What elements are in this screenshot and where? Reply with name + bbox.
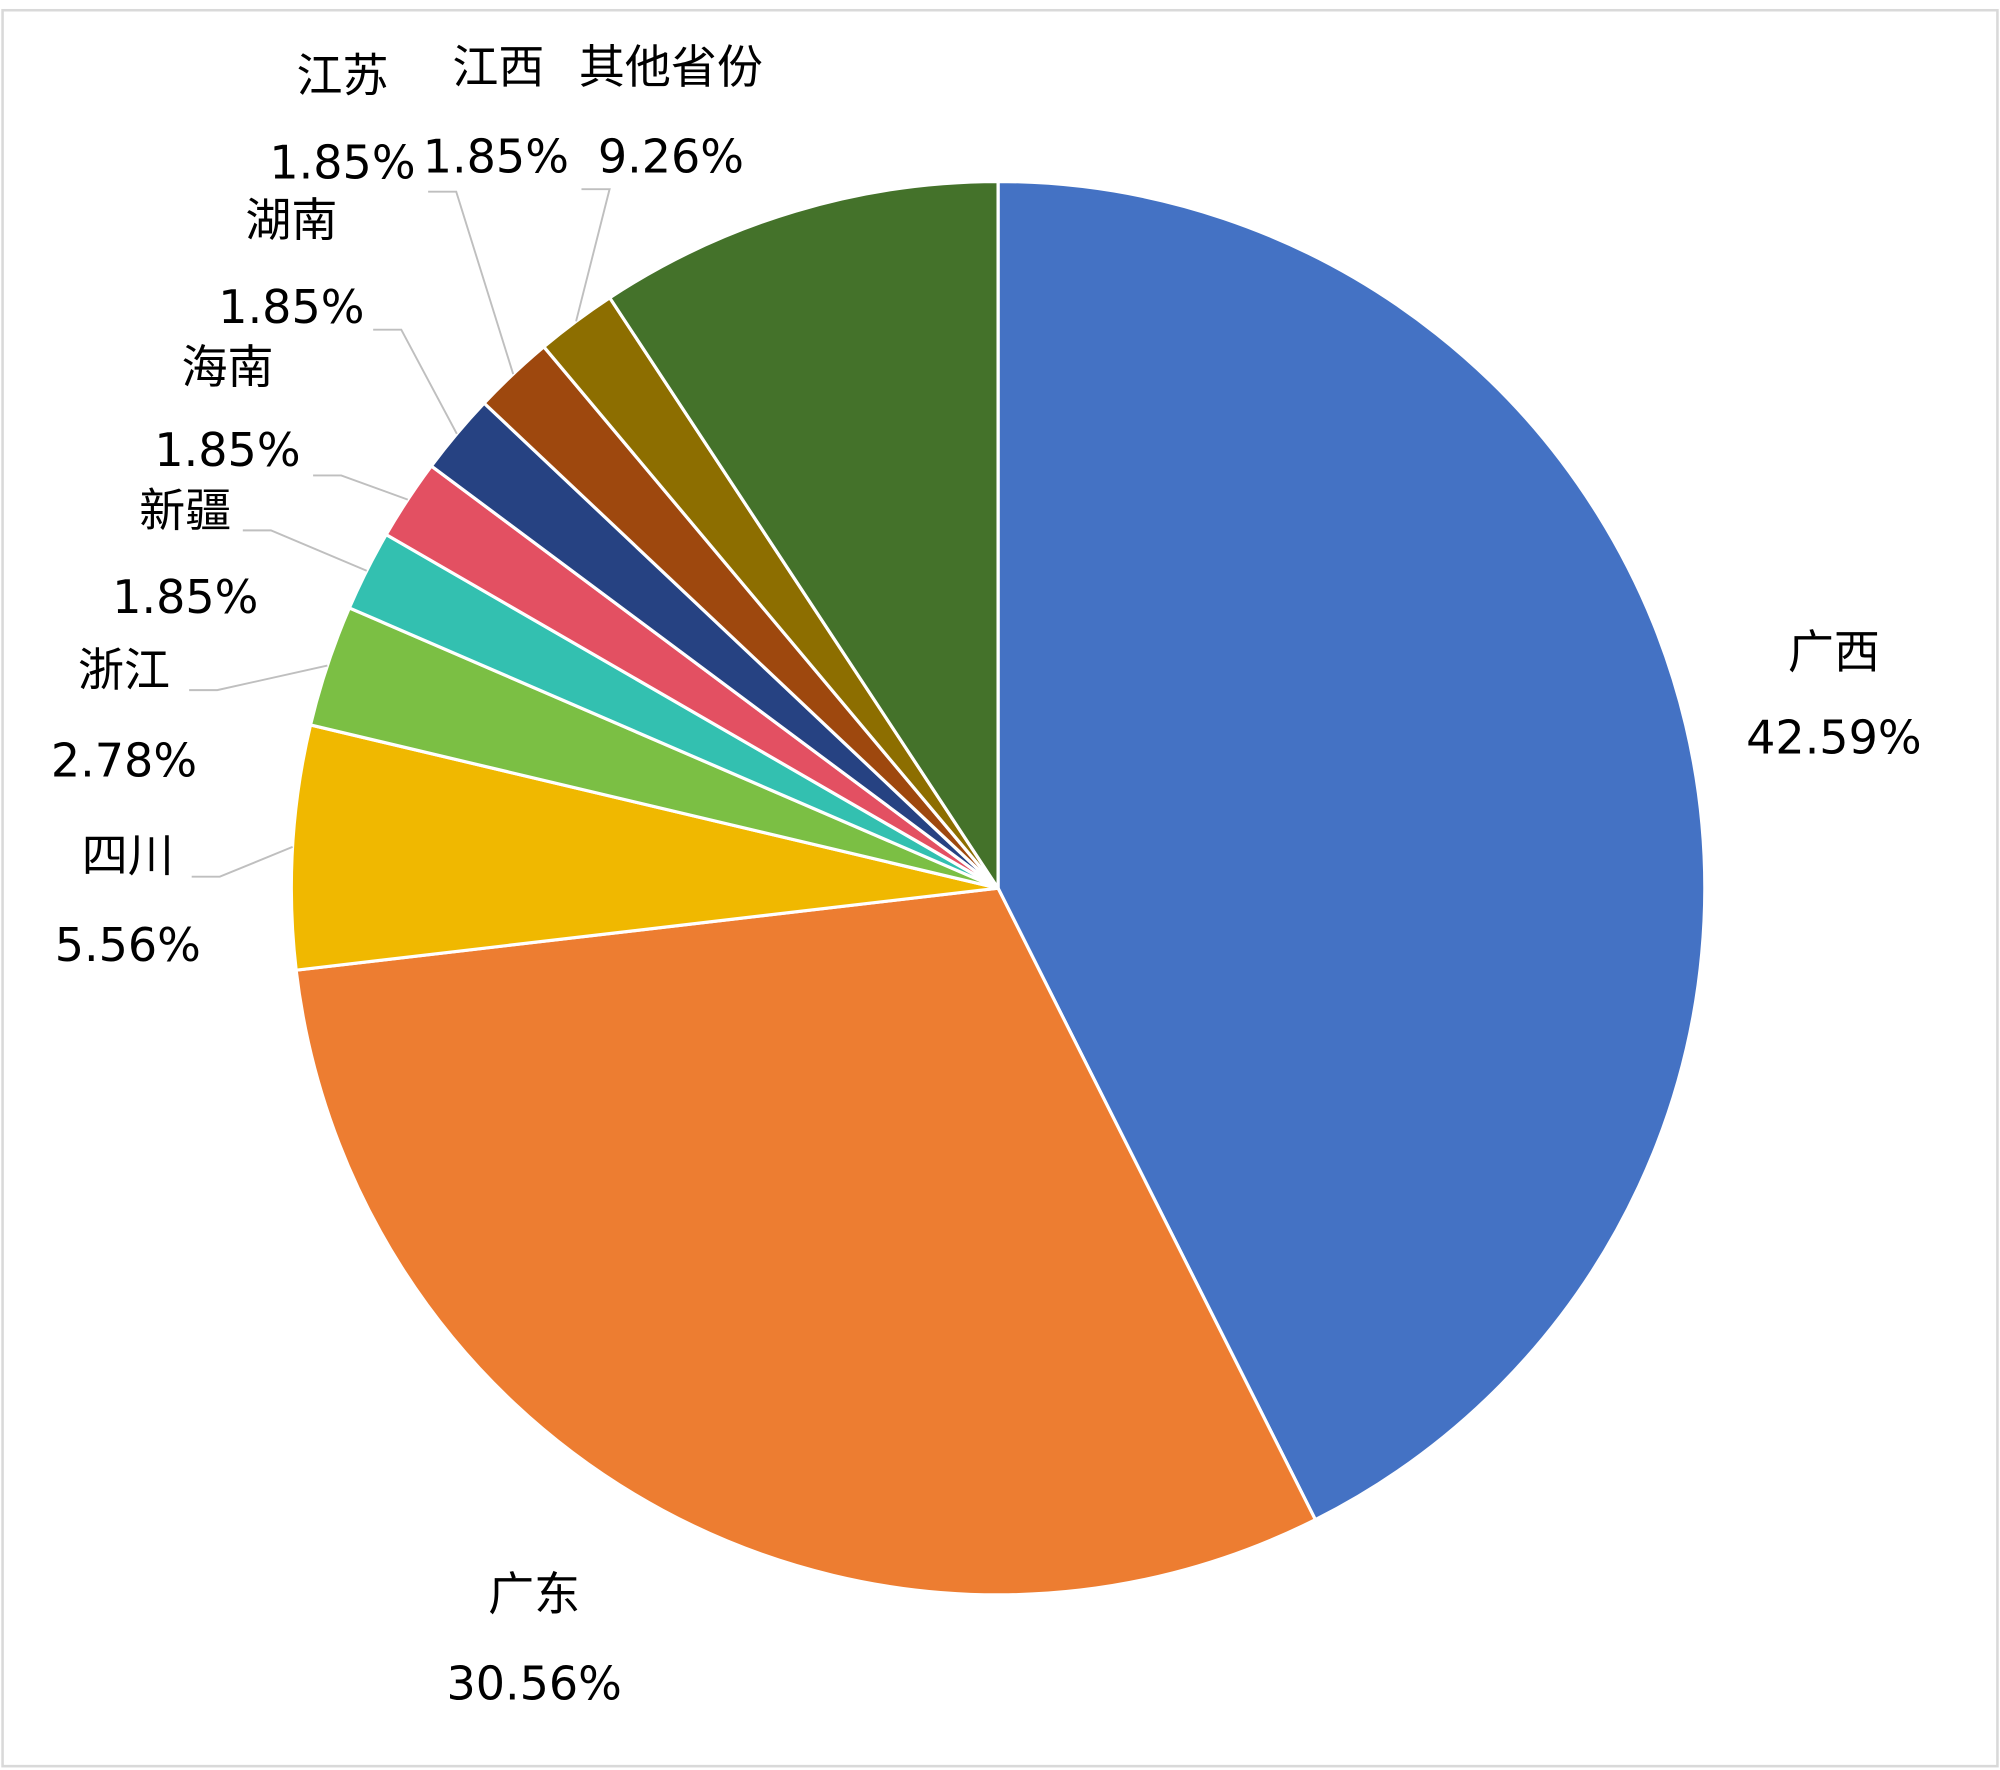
value-label: 1.85% — [269, 136, 415, 190]
pie-slice — [294, 886, 1318, 1597]
value-label: 1.85% — [218, 280, 364, 334]
category-label: 广东 — [488, 1567, 580, 1621]
leader-line — [428, 190, 515, 375]
leader-line — [242, 529, 368, 572]
value-label: 5.56% — [55, 918, 201, 972]
value-label: 2.78% — [51, 734, 197, 788]
value-label: 1.85% — [154, 423, 300, 477]
category-label: 广西 — [1788, 625, 1880, 679]
category-label: 新疆 — [139, 483, 231, 537]
value-label: 1.85% — [423, 129, 569, 183]
category-label: 四川 — [82, 828, 174, 882]
category-label: 湖南 — [245, 193, 337, 247]
leader-line — [189, 664, 328, 692]
leader-line — [575, 188, 611, 322]
category-label: 其他省份 — [579, 40, 763, 94]
leader-line — [313, 474, 409, 501]
pie-slice — [289, 723, 999, 972]
category-label: 浙江 — [78, 643, 170, 697]
category-label: 江苏 — [296, 49, 388, 103]
leader-line — [191, 846, 293, 878]
value-label: 9.26% — [598, 129, 744, 183]
category-label: 江西 — [452, 40, 544, 94]
category-label: 海南 — [181, 340, 273, 394]
pie-slice — [996, 179, 1707, 1522]
pie-slice — [607, 179, 1000, 894]
value-label: 30.56% — [446, 1656, 621, 1710]
value-label: 42.59% — [1746, 711, 1921, 765]
leader-line — [373, 328, 458, 435]
value-label: 1.85% — [112, 570, 258, 624]
